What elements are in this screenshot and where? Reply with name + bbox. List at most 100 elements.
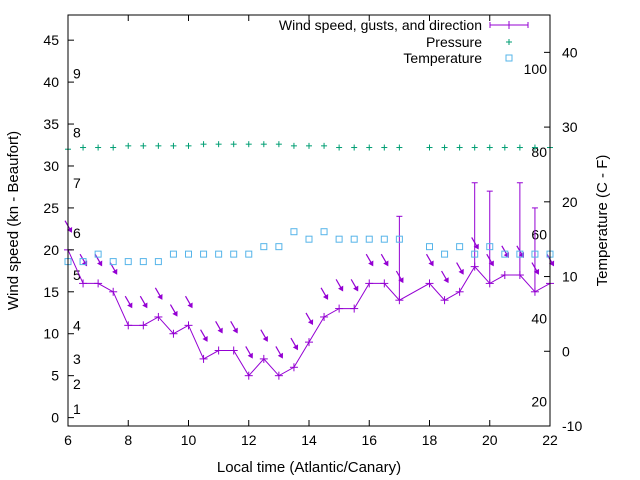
pressure-point (306, 142, 312, 149)
pressure-point (396, 144, 403, 151)
wind-point (154, 312, 163, 321)
wind-direction-arrow (350, 279, 359, 292)
legend-sample-temperature (505, 54, 513, 62)
temperature-point (471, 250, 479, 258)
x-tick-label: 16 (361, 432, 377, 448)
wind-direction-arrow (486, 253, 494, 267)
wind-point (380, 279, 389, 288)
pressure-point (275, 141, 282, 148)
pressure-point (125, 142, 132, 149)
temperature-point (365, 235, 373, 243)
x-tick-label: 20 (482, 432, 498, 448)
pressure-point (366, 144, 373, 151)
wind-direction-arrow (395, 270, 404, 284)
pressure-point (351, 144, 358, 151)
temperature-point (215, 250, 223, 258)
fahrenheit-label: 80 (531, 144, 547, 160)
temperature-point (335, 235, 343, 243)
pressure-point (516, 144, 523, 151)
y2-tick-label: -10 (562, 418, 582, 434)
temperature-point (260, 243, 268, 251)
x-tick-label: 22 (542, 432, 558, 448)
wind-point (425, 279, 434, 288)
wind-point (229, 346, 238, 355)
legend: Wind speed, gusts, and direction Pressur… (279, 17, 529, 66)
wind-direction-arrow (245, 346, 253, 359)
wind-direction-arrow (184, 295, 193, 309)
y2-tick-label: 10 (562, 269, 578, 285)
y2-axis-label: Temperature (C - F) (594, 155, 611, 287)
temperature-point (275, 243, 283, 251)
wind-direction-arrow (215, 321, 223, 334)
fahrenheit-label: 100 (524, 61, 548, 77)
temperature-point (395, 235, 403, 243)
pressure-point (215, 141, 222, 148)
y-axis: 0 5 10 15 20 25 30 35 40 45 (43, 32, 74, 426)
temperature-point (380, 235, 388, 243)
y-tick-label: 0 (51, 410, 59, 426)
wind-point (350, 304, 359, 313)
temperature-point (456, 243, 464, 251)
wind-point (259, 354, 268, 363)
x-tick-label: 10 (181, 432, 197, 448)
pressure-point (200, 141, 207, 148)
fahrenheit-label: 20 (531, 393, 547, 409)
wind-point (124, 321, 133, 330)
pressure-point (486, 144, 493, 151)
wind-direction-arrow (124, 295, 133, 309)
beaufort-label: 6 (73, 225, 81, 241)
wind-direction-arrow (139, 295, 148, 309)
pressure-point (321, 142, 328, 149)
wind-direction-arrow (471, 237, 479, 250)
y2-tick-label: 40 (562, 44, 578, 60)
pressure-point (426, 144, 433, 151)
pressure-point (245, 141, 252, 148)
y-tick-label: 20 (43, 242, 59, 258)
beaufort-label: 2 (73, 376, 81, 392)
temperature-point (109, 258, 117, 266)
wind-point (500, 271, 509, 280)
y-axis-label: Wind speed (kn - Beaufort) (5, 131, 22, 310)
pressure-point (155, 142, 162, 149)
y2-tick-label: 0 (562, 343, 570, 359)
temperature-point (230, 250, 238, 258)
wind-direction-arrow (260, 329, 268, 342)
y-tick-label: 5 (51, 368, 59, 384)
y-tick-label: 40 (43, 74, 59, 90)
pressure-point (260, 141, 267, 148)
wind-point (79, 279, 88, 288)
y-tick-label: 10 (43, 326, 59, 342)
wind-point (440, 296, 449, 305)
wind-direction-arrow (441, 270, 449, 284)
wind-point (109, 287, 118, 296)
wind-point (184, 321, 193, 330)
temperature-point (154, 258, 162, 266)
temperature-point (350, 235, 358, 243)
x-tick-label: 14 (301, 432, 317, 448)
y-tick-label: 15 (43, 284, 59, 300)
temperature-point (169, 250, 177, 258)
temperature-point (79, 258, 87, 266)
wind-point (139, 321, 148, 330)
temperature-point (441, 250, 449, 258)
legend-label-wind: Wind speed, gusts, and direction (279, 17, 482, 33)
x-tick-label: 6 (64, 432, 72, 448)
beaufort-label: 5 (73, 267, 81, 283)
x-tick-label: 18 (422, 432, 438, 448)
pressure-point (140, 142, 147, 149)
pressure-point (80, 144, 87, 151)
wind-point (169, 329, 178, 338)
temperature-point (305, 235, 313, 243)
x-tick-label: 8 (124, 432, 132, 448)
temperature-point (501, 250, 509, 258)
y-tick-label: 45 (43, 32, 59, 48)
wind-direction-arrow (290, 337, 299, 351)
y2-axis: -10 0 10 20 30 40 (544, 44, 582, 434)
wind-direction-arrow (154, 287, 163, 300)
wind-direction-arrow (365, 253, 374, 267)
y-tick-label: 35 (43, 116, 59, 132)
beaufort-label: 1 (73, 401, 81, 417)
beaufort-label: 7 (73, 175, 81, 191)
chart-marks: 1 2 3 4 5 6 7 8 9 20 40 60 80 100 (64, 61, 555, 417)
